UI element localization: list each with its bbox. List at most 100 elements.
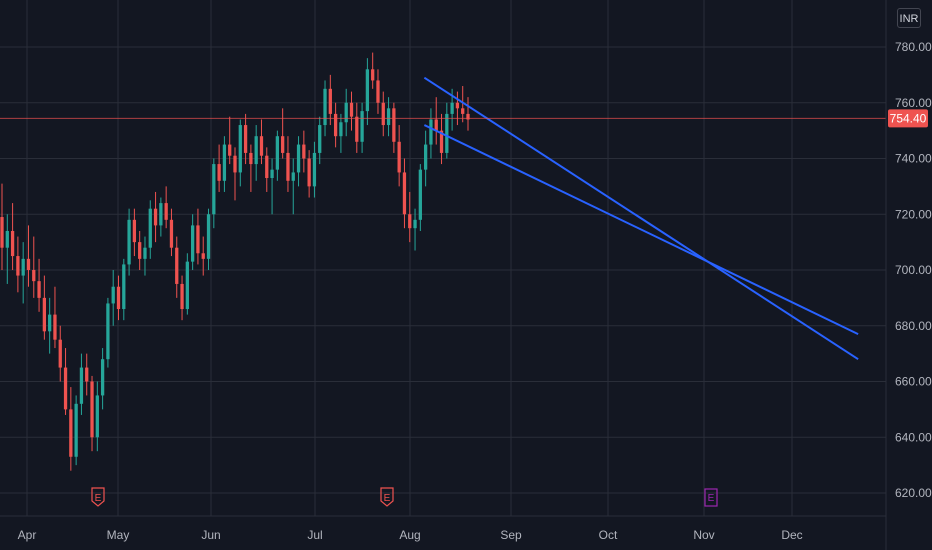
- candle-body: [148, 208, 152, 248]
- candle-body: [238, 125, 242, 173]
- candle-body: [333, 113, 338, 137]
- candle-body: [318, 125, 322, 153]
- candle-body: [371, 69, 375, 81]
- trendline[interactable]: [423, 124, 859, 336]
- candle-body: [53, 314, 57, 340]
- candle-body: [312, 152, 317, 187]
- grid-lines: [0, 0, 886, 516]
- candle-body: [85, 367, 89, 382]
- earnings-marker-box: [704, 488, 718, 507]
- candle-body: [196, 225, 200, 254]
- candle-body: [423, 144, 428, 170]
- candle-body: [217, 164, 221, 181]
- candle-body: [381, 102, 385, 126]
- candle-body: [355, 116, 359, 142]
- candle-body: [392, 108, 396, 142]
- candle-body: [365, 69, 370, 112]
- time-tick-label: Jul: [307, 528, 322, 542]
- time-tick-label: Aug: [399, 528, 420, 542]
- candle-body: [127, 219, 131, 265]
- candle-body: [243, 125, 248, 153]
- candle-body: [190, 225, 195, 262]
- candle-body: [397, 141, 401, 173]
- candle-body: [201, 253, 205, 259]
- price-tick-label: 740.00: [895, 152, 932, 166]
- price-tick-label: 760.00: [895, 96, 932, 110]
- candle-body: [466, 113, 470, 120]
- candle-body: [169, 219, 174, 248]
- candlestick-series: [0, 52, 470, 471]
- candle-body: [275, 136, 280, 170]
- candle-body: [48, 314, 52, 332]
- candle-body: [69, 409, 73, 457]
- candle-body: [445, 113, 449, 153]
- candle-body: [455, 102, 460, 109]
- candle-body: [418, 169, 422, 220]
- earnings-marker[interactable]: E: [91, 487, 105, 507]
- candle-body: [376, 80, 380, 103]
- candle-body: [159, 203, 163, 226]
- candle-body: [270, 169, 274, 179]
- candle-body: [79, 367, 84, 404]
- candle-body: [42, 297, 47, 332]
- candle-body: [291, 172, 295, 181]
- candle-body: [153, 208, 158, 226]
- candle-body: [164, 203, 168, 220]
- candle-body: [233, 155, 237, 173]
- candle-body: [344, 102, 348, 123]
- time-tick-label: Sep: [500, 528, 522, 542]
- candle-body: [106, 303, 110, 360]
- candle-body: [26, 258, 31, 270]
- trendline[interactable]: [423, 76, 859, 361]
- earnings-marker-label: E: [708, 493, 715, 504]
- earnings-marker-label: E: [384, 493, 391, 504]
- time-tick-label: Oct: [599, 528, 618, 542]
- time-tick-label: Nov: [693, 528, 714, 542]
- candle-body: [122, 264, 126, 310]
- candle-body: [143, 247, 147, 259]
- candle-body: [328, 88, 332, 114]
- earnings-marker[interactable]: E: [380, 487, 394, 507]
- price-tick-label: 700.00: [895, 263, 932, 277]
- candle-body: [132, 219, 137, 243]
- candle-body: [429, 119, 433, 145]
- candle-body: [16, 256, 20, 276]
- candle-body: [222, 144, 227, 181]
- price-tick-label: 620.00: [895, 486, 932, 500]
- candle-body: [339, 122, 343, 137]
- candle-body: [450, 102, 454, 114]
- currency-button[interactable]: INR: [897, 8, 921, 28]
- price-tick-label: 780.00: [895, 40, 932, 54]
- candle-body: [111, 286, 115, 304]
- last-price-text: 754.40: [890, 111, 927, 125]
- candle-body: [249, 152, 253, 165]
- price-axis[interactable]: 780.00 760.00 740.00 720.00 700.00 680.00 660.…: [895, 40, 932, 500]
- candle-body: [58, 339, 62, 368]
- candle-body: [0, 217, 4, 248]
- price-tick-label: 720.00: [895, 207, 932, 221]
- candle-body: [180, 283, 184, 310]
- time-tick-label: Jun: [201, 528, 220, 542]
- candle-body: [360, 111, 364, 142]
- time-axis[interactable]: Apr May Jun Jul Aug Sep Oct Nov Dec: [18, 528, 803, 542]
- candle-body: [439, 130, 444, 153]
- candle-body: [434, 119, 438, 131]
- candle-body: [206, 214, 211, 259]
- candle-body: [228, 144, 232, 156]
- candle-body: [37, 281, 41, 298]
- candle-body: [302, 144, 306, 159]
- candle-body: [95, 395, 99, 438]
- last-price-badge: [888, 109, 928, 128]
- candle-body: [74, 403, 78, 457]
- candle-body: [10, 230, 15, 257]
- candle-body: [63, 367, 68, 410]
- trendlines[interactable]: [423, 76, 859, 361]
- time-tick-label: Apr: [18, 528, 37, 542]
- candle-body: [175, 247, 179, 284]
- candle-body: [281, 136, 285, 153]
- earnings-marker[interactable]: E: [704, 488, 718, 507]
- candle-body: [116, 286, 121, 310]
